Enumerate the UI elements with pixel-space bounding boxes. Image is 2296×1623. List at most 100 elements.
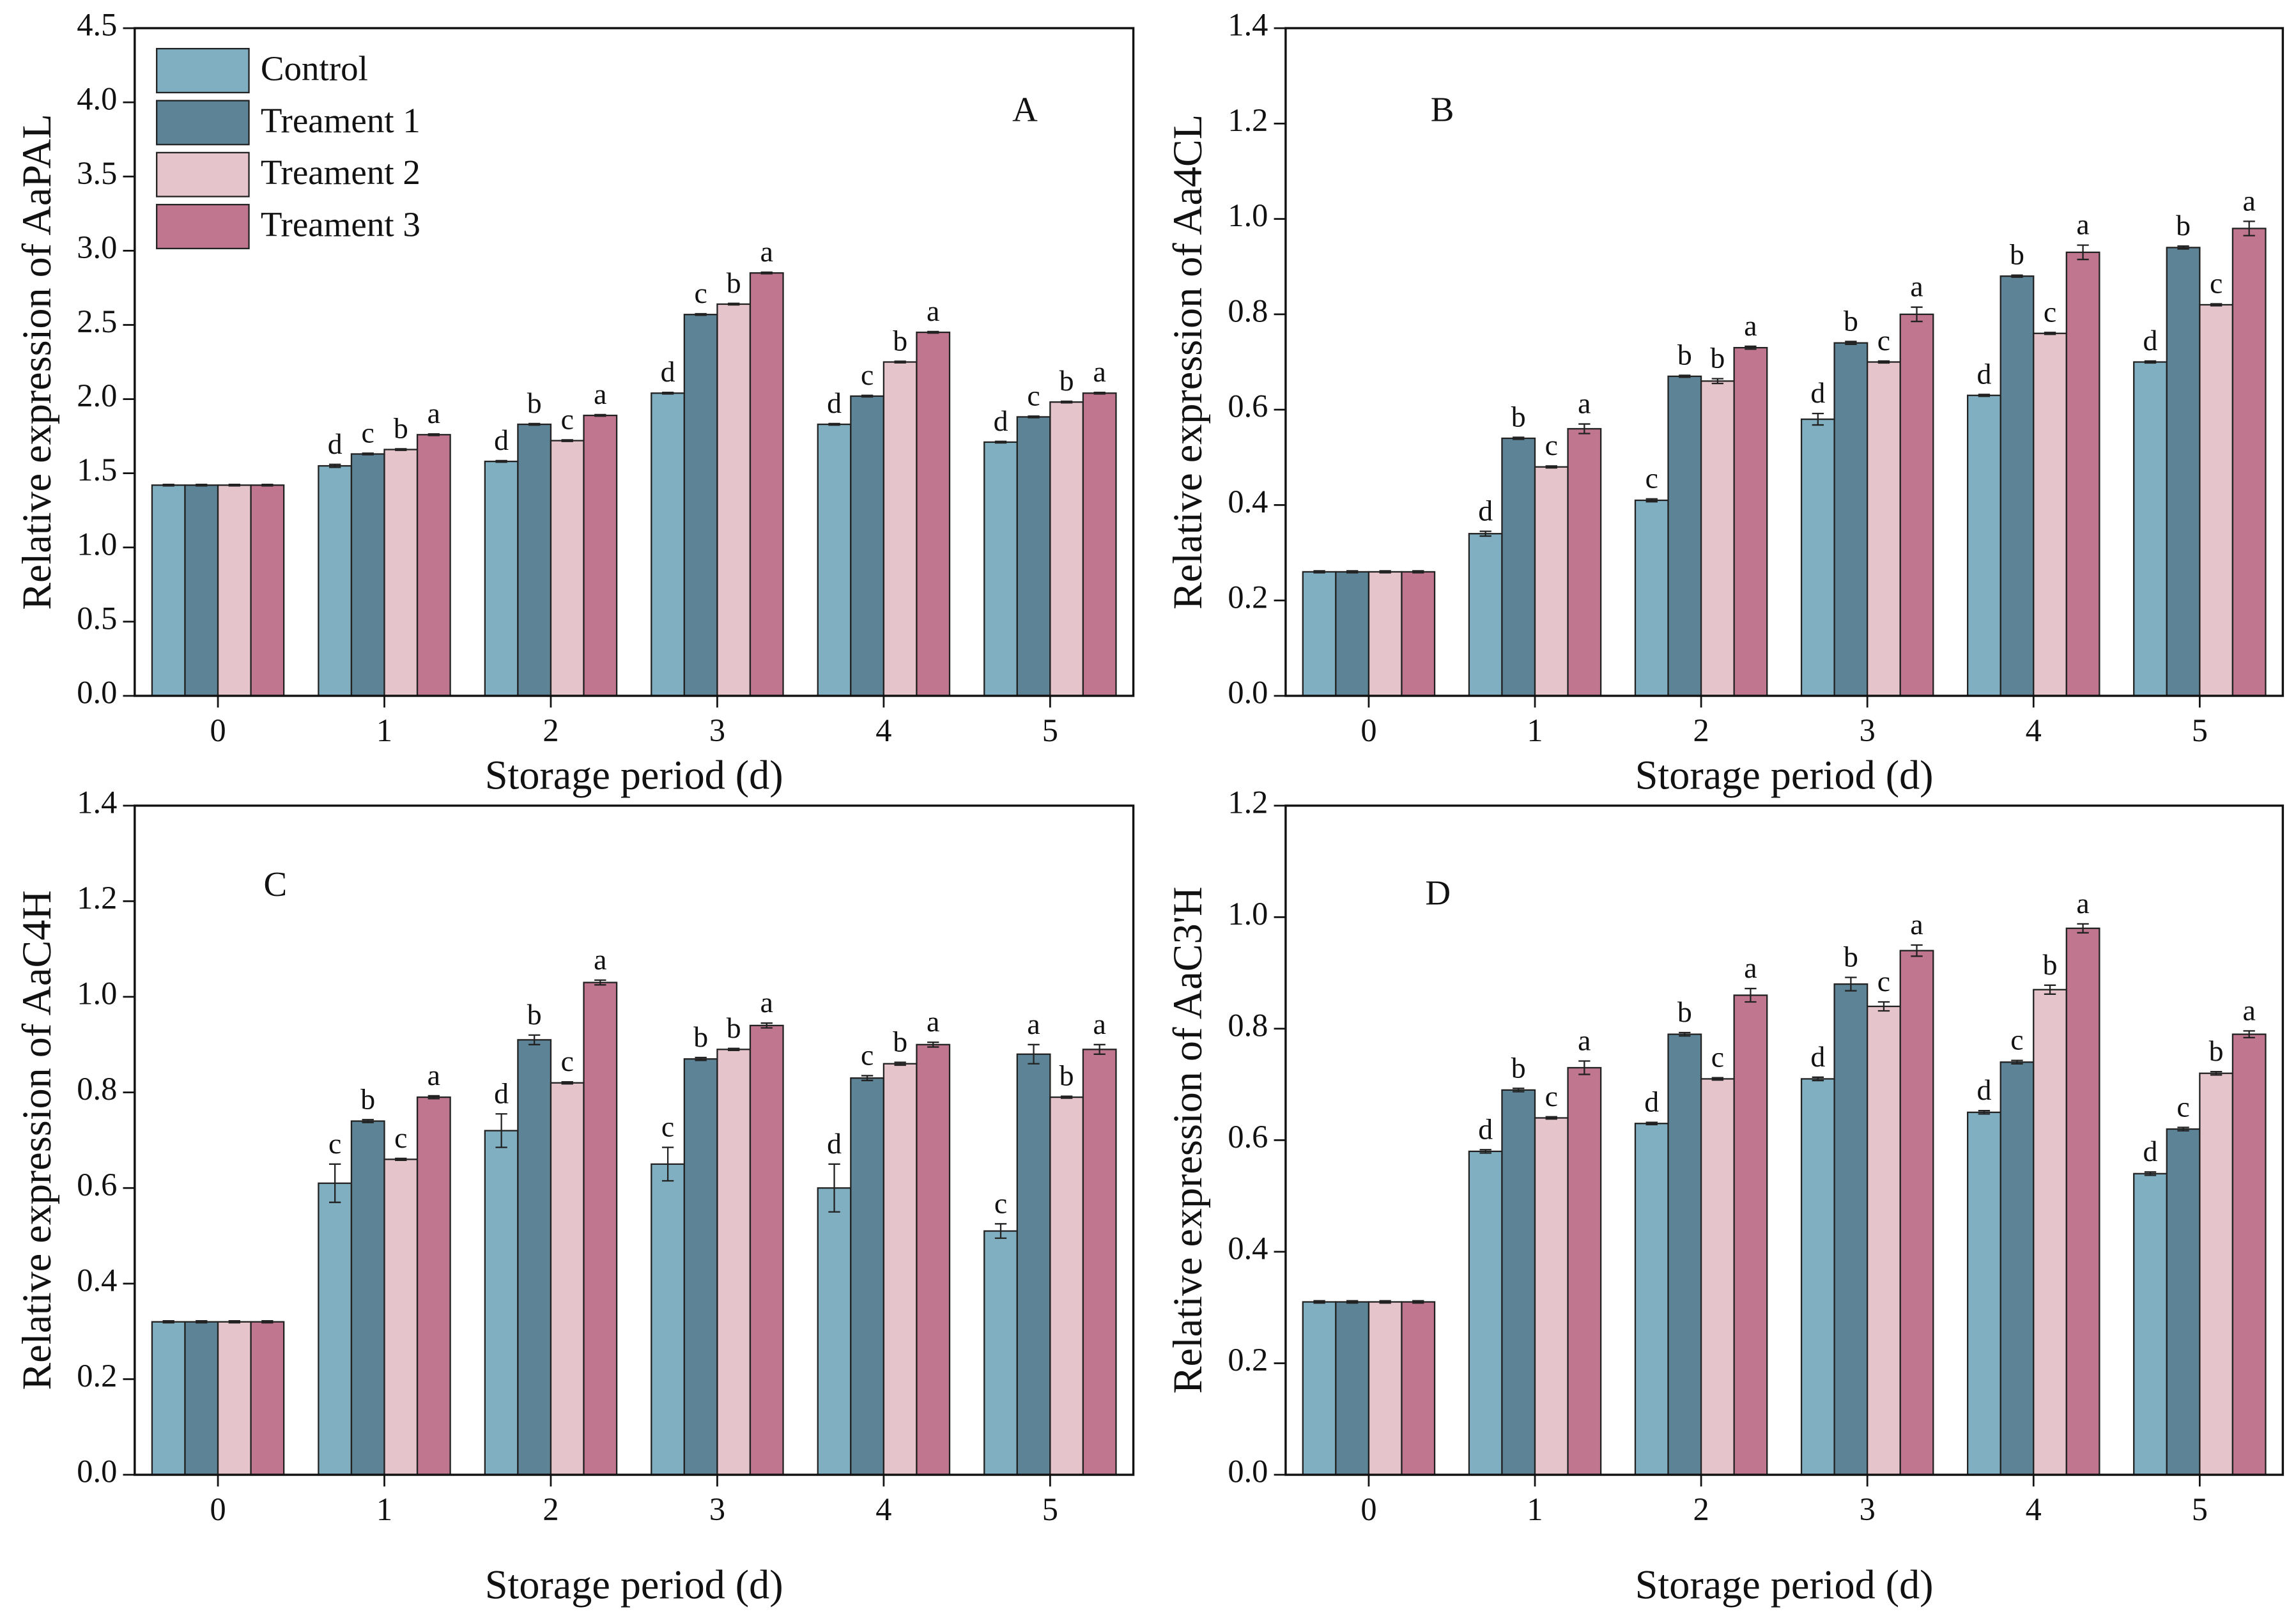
bar	[1867, 1005, 1901, 1476]
bar	[2199, 304, 2234, 697]
error-bar	[1745, 987, 1757, 1003]
bar	[716, 1049, 751, 1476]
significance-letter: d	[494, 424, 509, 456]
error-bar	[2144, 360, 2157, 364]
x-tick-label: 3	[709, 1491, 725, 1527]
error-bar	[1545, 465, 1557, 469]
significance-letter: a	[594, 943, 606, 976]
x-tick-label: 1	[1527, 712, 1543, 748]
error-bar	[395, 1157, 407, 1161]
x-tick-label: 5	[1042, 712, 1058, 748]
significance-letter: a	[2243, 994, 2256, 1026]
significance-letter: b	[2176, 209, 2191, 242]
significance-letter: a	[1578, 387, 1591, 420]
y-tick-label: 3.0	[77, 229, 117, 265]
bar	[517, 1039, 552, 1476]
x-tick-label: 4	[875, 1491, 891, 1527]
error-bar	[362, 1119, 374, 1123]
panel-label: B	[1431, 90, 1454, 129]
bar	[416, 1096, 451, 1476]
y-tick-label: 0.8	[1228, 293, 1268, 328]
bar	[550, 1082, 585, 1476]
significance-letter: d	[328, 427, 343, 460]
bar	[683, 1058, 718, 1476]
significance-letter: d	[1478, 1112, 1493, 1145]
legend-label: Treament 2	[261, 153, 420, 192]
significance-letter: a	[927, 1005, 939, 1038]
error-bar	[1845, 976, 1857, 992]
bar	[1501, 1089, 1536, 1476]
error-bar	[1479, 530, 1491, 537]
error-bar	[495, 459, 507, 463]
bar	[1302, 1301, 1337, 1476]
x-tick-label: 3	[1860, 712, 1876, 748]
significance-letter: a	[2076, 208, 2089, 241]
significance-letter: a	[594, 378, 606, 410]
error-bar	[1645, 498, 1658, 503]
significance-letter: c	[362, 416, 374, 449]
error-bar	[395, 448, 407, 451]
significance-letter: b	[893, 324, 907, 357]
error-bar	[329, 463, 341, 468]
error-bar	[2243, 220, 2255, 236]
significance-letter: a	[1093, 355, 1106, 388]
significance-letter: b	[394, 412, 408, 444]
bar	[1733, 994, 1768, 1476]
bar	[1335, 571, 1370, 697]
bar	[184, 1321, 219, 1476]
legend-label: Control	[261, 49, 368, 88]
error-bar	[162, 483, 174, 487]
bar	[1335, 1301, 1370, 1476]
error-bar	[261, 1320, 274, 1324]
significance-letter: a	[1744, 951, 1757, 984]
bar	[1899, 313, 1934, 697]
significance-letter: d	[1810, 1040, 1825, 1073]
error-bar	[1578, 423, 1591, 435]
error-bar	[728, 302, 740, 306]
x-axis-label: Storage period (d)	[1635, 752, 1934, 797]
significance-letter: c	[1027, 379, 1040, 412]
error-bar	[528, 422, 541, 426]
bar	[184, 484, 219, 697]
error-bar	[1978, 1110, 1991, 1115]
bar	[1667, 1033, 1702, 1476]
panel-label: A	[1012, 90, 1038, 129]
significance-letter: a	[760, 986, 773, 1019]
error-bar	[196, 483, 208, 487]
y-tick-label: 2.5	[77, 304, 117, 339]
error-bar	[2210, 303, 2223, 307]
bar	[1867, 361, 1901, 697]
error-bar	[2144, 1171, 2157, 1176]
error-bar	[228, 483, 240, 487]
y-tick-label: 0.0	[77, 1454, 117, 1489]
y-tick-label: 0.2	[77, 1358, 117, 1394]
error-bar	[528, 1034, 541, 1045]
error-bar	[927, 1041, 939, 1048]
error-bar	[1812, 1076, 1824, 1082]
error-bar	[828, 422, 840, 426]
bar	[484, 1130, 519, 1476]
significance-letter: a	[1744, 309, 1757, 342]
plot-frame	[134, 804, 1135, 1476]
bar	[1700, 380, 1735, 697]
error-bar	[1745, 345, 1757, 350]
x-tick-label: 2	[543, 712, 559, 748]
error-bar	[2177, 1127, 2189, 1132]
error-bar	[1545, 1116, 1557, 1120]
legend-swatch	[156, 48, 250, 94]
significance-letter: c	[694, 277, 707, 309]
bar	[350, 453, 385, 697]
x-tick-label: 5	[1042, 1491, 1058, 1527]
bar	[1501, 437, 1536, 697]
error-bar	[661, 1146, 674, 1182]
bar	[517, 423, 552, 697]
bar	[1899, 950, 1934, 1476]
error-bar	[1346, 1300, 1359, 1304]
x-tick-label: 1	[1527, 1491, 1543, 1527]
bar	[1082, 1049, 1117, 1476]
significance-letter: c	[861, 1038, 874, 1071]
x-tick-label: 3	[1860, 1491, 1876, 1527]
y-axis-label: Relative expression of AaC4H	[14, 890, 59, 1390]
